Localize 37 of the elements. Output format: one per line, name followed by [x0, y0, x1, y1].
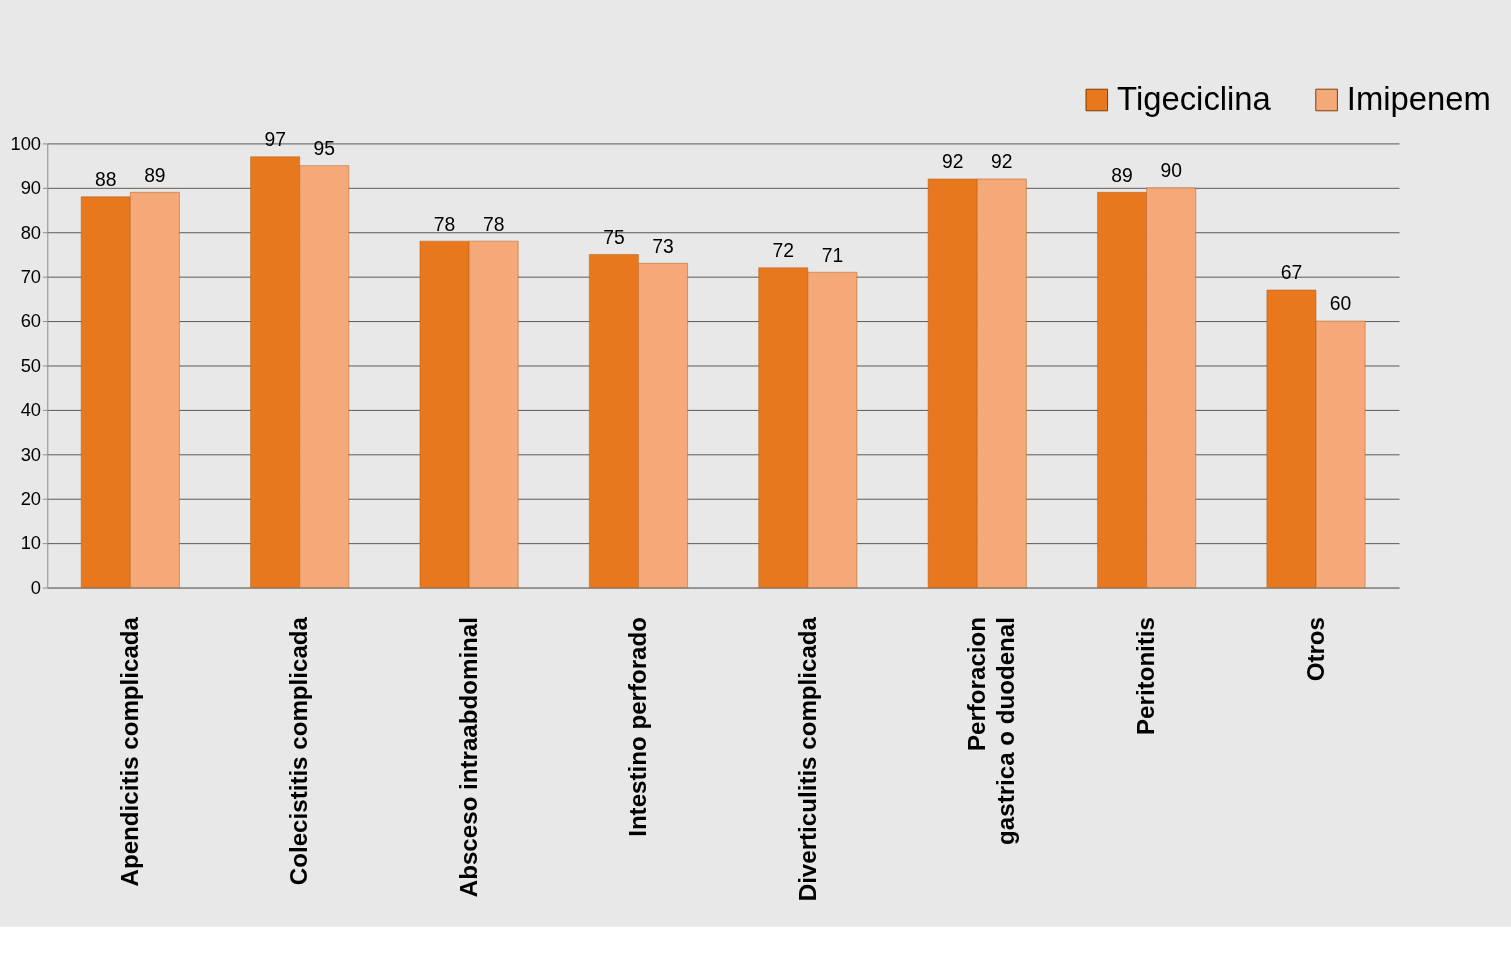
data-label: 90	[1160, 160, 1182, 182]
y-tick-label: 20	[20, 488, 42, 510]
data-label: 89	[144, 164, 166, 186]
y-tick-label: 80	[20, 221, 42, 243]
x-tick-label: Absceso intraabdominal	[454, 617, 482, 898]
y-tick-label: 60	[20, 310, 42, 332]
data-label: 97	[264, 129, 286, 151]
data-label: 60	[1329, 293, 1352, 315]
y-tick-label: 90	[20, 177, 42, 199]
x-tick-label: Colecistitis complicada	[285, 616, 313, 886]
x-tick-label: Diverticulitis complicada	[793, 616, 821, 902]
y-tick-label: 30	[20, 443, 42, 465]
data-label: 95	[313, 138, 335, 160]
data-label: 92	[941, 151, 964, 173]
data-label: 75	[603, 226, 625, 248]
y-tick-label: 40	[20, 399, 42, 421]
y-tick-label: 70	[20, 265, 42, 287]
data-label: 88	[95, 169, 117, 191]
y-tick-label: 10	[20, 532, 42, 554]
y-tick-label: 0	[30, 576, 42, 598]
data-label: 78	[433, 213, 456, 235]
legend-label: Tigeciclina	[1117, 79, 1272, 117]
data-label: 89	[1111, 164, 1133, 186]
y-tick-label: 100	[10, 132, 42, 154]
x-tick-label: Apendicitis complicada	[116, 616, 144, 887]
legend-label: Imipenem	[1346, 79, 1491, 117]
x-tick-label: Perforacion gastrica o duodenal	[962, 617, 1019, 845]
data-label: 67	[1280, 262, 1303, 284]
x-tick-label: Otros	[1301, 617, 1329, 682]
data-label: 78	[482, 213, 505, 235]
data-label: 92	[991, 151, 1013, 173]
x-tick-label: Intestino perforado	[624, 617, 652, 837]
y-tick-label: 50	[20, 354, 42, 376]
data-label: 73	[652, 235, 674, 257]
x-tick-label: Peritonitis	[1132, 617, 1160, 735]
data-label: 71	[821, 244, 844, 266]
data-label: 72	[772, 240, 795, 262]
